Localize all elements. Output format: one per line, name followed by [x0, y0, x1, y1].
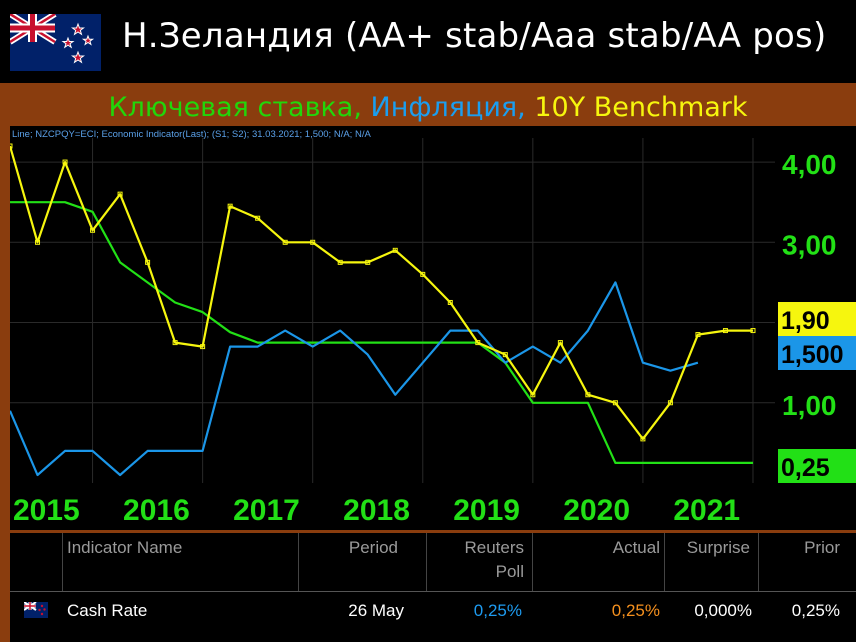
row-actual: 0,25%: [611, 601, 660, 620]
series-line-1: [10, 281, 699, 477]
chart-info-line: Line; NZCPQY=ECI; Economic Indicator(Las…: [12, 129, 371, 140]
data-point: [10, 143, 13, 149]
last-value-badge: [778, 336, 856, 370]
x-tick-label: 2020: [563, 494, 630, 527]
data-point: [392, 247, 398, 253]
data-point: [585, 392, 591, 398]
data-point: [282, 239, 288, 245]
table-divider: [298, 533, 299, 591]
row-prior: 0,25%: [791, 601, 840, 620]
data-point: [722, 328, 728, 334]
row-indicator-name: Cash Rate: [67, 601, 148, 620]
data-point: [365, 259, 371, 265]
subtitle-key-rate: Ключевая ставка,: [108, 92, 371, 123]
chart-background: [10, 126, 856, 530]
data-point: [337, 259, 343, 265]
indicator-table: Indicator Name Period Reuters Poll Actua…: [10, 533, 856, 642]
chart-grid: [10, 138, 775, 483]
data-point: [35, 239, 41, 245]
last-value-label: 1,90: [781, 307, 830, 335]
data-point: [255, 215, 261, 221]
data-point: [200, 344, 206, 350]
row-period: 26 May: [348, 601, 404, 620]
series-line-0: [10, 201, 753, 464]
last-value-label: 1,500: [781, 341, 844, 369]
header-reuters-poll-line2: Poll: [495, 562, 524, 581]
y-tick-label: 4,00: [782, 149, 837, 180]
data-point: [502, 352, 508, 358]
title-bar: Н.Зеландия (АА+ stab/Aaa stab/AA pos): [0, 0, 856, 80]
data-point: [447, 299, 453, 305]
data-point: [750, 328, 756, 334]
x-tick-label: 2015: [13, 494, 80, 527]
subtitle-inflation: Инфляция,: [370, 92, 535, 123]
data-point: [310, 239, 316, 245]
data-point: [612, 400, 618, 406]
data-point: [227, 203, 233, 209]
x-tick-label: 2021: [673, 494, 740, 527]
data-point: [695, 332, 701, 338]
y-tick-label: 3,00: [782, 229, 837, 260]
chart-series: [10, 143, 756, 477]
table-divider: [62, 533, 63, 591]
data-point: [475, 340, 481, 346]
table-divider: [758, 533, 759, 591]
table-divider: [532, 533, 533, 591]
x-tick-label: 2018: [343, 494, 410, 527]
header-actual: Actual: [612, 538, 660, 557]
table-header-divider: [10, 591, 856, 592]
data-point: [172, 340, 178, 346]
x-tick-label: 2017: [233, 494, 300, 527]
y-axis-ticks: 4,00 3,00 1,00: [782, 149, 837, 421]
last-value-badge: [778, 302, 856, 336]
header-reuters-poll-line1: Reuters: [464, 538, 524, 557]
table-divider: [426, 533, 427, 591]
header-period: Period: [348, 538, 398, 557]
header-surprise: Surprise: [686, 538, 750, 557]
last-value-label: 0,25: [781, 454, 830, 482]
x-tick-label: 2019: [453, 494, 520, 527]
data-point: [420, 271, 426, 277]
header-prior: Prior: [804, 538, 840, 557]
series-line-2: [10, 145, 753, 440]
new-zealand-flag-icon: [24, 602, 48, 618]
header-indicator-name: Indicator Name: [67, 538, 183, 557]
new-zealand-flag-icon: [10, 14, 101, 71]
row-reuters-poll: 0,25%: [473, 601, 522, 620]
data-point: [640, 436, 646, 442]
x-tick-label: 2016: [123, 494, 190, 527]
data-point: [557, 340, 563, 346]
last-value-badge: [778, 449, 856, 483]
chart-subtitle: Ключевая ставка, Инфляция, 10Y Benchmark: [0, 80, 856, 126]
x-axis-ticks: 2015 2016 2017 2018 2019 2020 2021: [13, 494, 740, 527]
data-point: [62, 159, 68, 165]
header-reuters-poll: Reuters Poll: [426, 536, 524, 584]
value-labels: 0,25 1,500 1,90: [778, 302, 856, 483]
page-title: Н.Зеландия (АА+ stab/Aaa stab/AA pos): [122, 16, 827, 56]
subtitle-benchmark: 10Y Benchmark: [534, 92, 748, 123]
data-point: [667, 400, 673, 406]
row-surprise: 0,000%: [694, 601, 752, 620]
data-point: [530, 392, 536, 398]
y-tick-label: 1,00: [782, 390, 837, 421]
data-point: [145, 259, 151, 265]
table-divider: [664, 533, 665, 591]
data-point: [117, 191, 123, 197]
data-point: [90, 227, 96, 233]
